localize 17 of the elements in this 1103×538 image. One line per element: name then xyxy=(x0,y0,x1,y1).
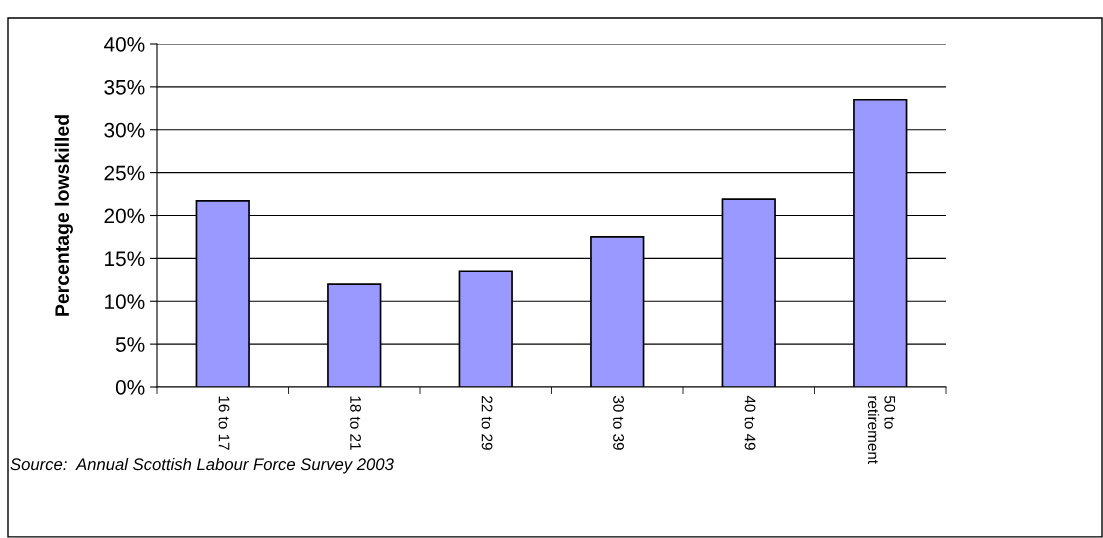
x-tick-label: 22 to 29 xyxy=(481,396,493,450)
source-note: Source: Annual Scottish Labour Force Survey 2003 xyxy=(10,457,394,474)
y-tick-label: 40% xyxy=(103,37,145,52)
x-tick-label: 18 to 21 xyxy=(350,396,361,450)
x-tick-label: 40 to 49 xyxy=(744,395,756,450)
y-tick-label: 35% xyxy=(104,79,145,95)
y-tick-label: 30% xyxy=(104,122,145,138)
y-tick-label: 0% xyxy=(115,380,145,395)
x-tick-label: 16 to 17 xyxy=(218,396,230,450)
y-axis-title: Percentage lowskilled xyxy=(54,115,73,316)
y-tick-label: 15% xyxy=(105,251,145,267)
y-tick-label: 10% xyxy=(105,294,145,309)
y-tick-label: 5% xyxy=(115,337,145,352)
y-tick-label: 20% xyxy=(104,208,145,224)
y-tick-label: 25% xyxy=(104,165,145,181)
x-tick-label: 30 to 39 xyxy=(613,395,624,450)
x-tick-label: 50 to retirement xyxy=(867,395,896,464)
